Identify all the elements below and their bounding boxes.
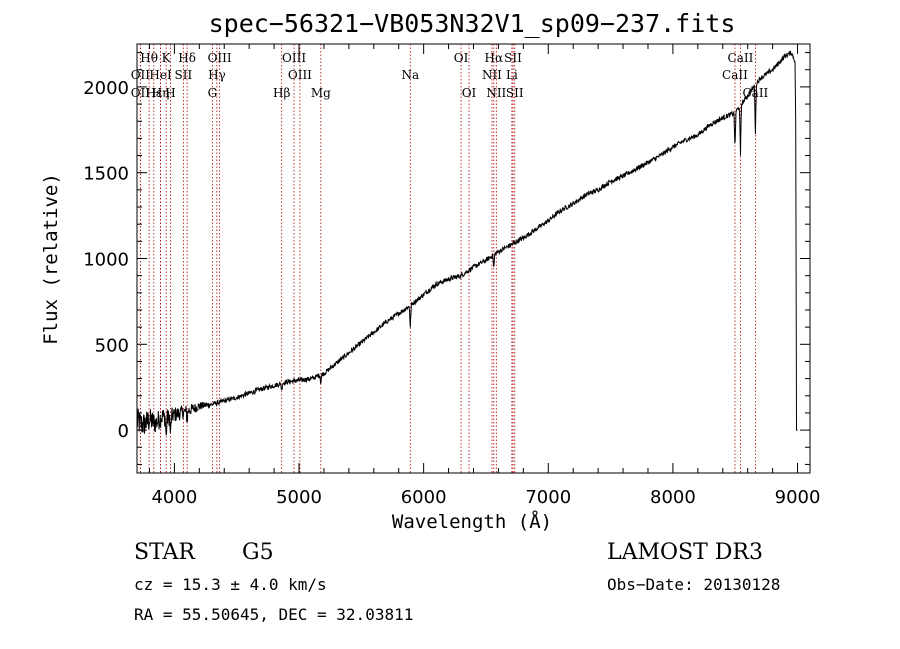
- emission-line-label: Hε: [145, 86, 162, 100]
- emission-line-label: HeI: [149, 68, 172, 82]
- emission-line-label: NII: [482, 68, 502, 82]
- emission-line-label: NII: [486, 86, 506, 100]
- emission-line-label: Li: [506, 68, 518, 82]
- emission-line-label: OII: [131, 86, 151, 100]
- emission-line-label: H: [165, 86, 175, 100]
- y-tick-label: 2000: [83, 78, 129, 99]
- x-tick-label: 4000: [151, 487, 197, 508]
- emission-line-label: Hα: [485, 51, 504, 65]
- emission-line-label: Na: [401, 68, 419, 82]
- y-tick-label: 0: [118, 421, 129, 442]
- y-axis-ticks: 0 500 1000 1500 2000: [83, 52, 810, 465]
- redshift-cz: cz = 15.3 ± 4.0 km/s: [134, 575, 327, 594]
- x-tick-label: 6000: [401, 487, 447, 508]
- survey-name: LAMOST DR3: [607, 540, 763, 565]
- emission-line-label: CaII: [742, 86, 768, 100]
- x-tick-label: 8000: [650, 487, 696, 508]
- spectrum-series-line: [136, 50, 798, 436]
- emission-line-label: Hβ: [273, 86, 290, 100]
- ra-dec: RA = 55.50645, DEC = 32.03811: [134, 605, 413, 624]
- y-axis-label: Flux (relative): [40, 173, 62, 345]
- emission-line-label: CaII: [722, 68, 748, 82]
- emission-line-label: SII: [506, 86, 524, 100]
- x-axis-ticks: 4000 5000 6000 7000 8000 9000: [148, 44, 821, 508]
- emission-line-label: Hγ: [208, 68, 226, 82]
- emission-line-label: OI: [454, 51, 469, 65]
- emission-line-label: OIII: [208, 51, 232, 65]
- obs-date: Obs−Date: 20130128: [607, 575, 780, 594]
- emission-line-label: Hη: [152, 86, 170, 100]
- emission-line-label: Mg: [311, 86, 331, 100]
- emission-line-label: G: [208, 86, 218, 100]
- plot-frame: [136, 43, 811, 474]
- y-tick-label: 1000: [83, 250, 129, 271]
- emission-line-label: OIII: [282, 51, 306, 65]
- object-subclass: G5: [242, 540, 274, 565]
- y-tick-label: 500: [95, 335, 129, 356]
- emission-line-label: CaII: [728, 51, 754, 65]
- x-tick-label: 5000: [276, 487, 322, 508]
- emission-line-label: OIII: [288, 68, 312, 82]
- chart-title: spec−56321−VB053N32V1_sp09−237.fits: [209, 9, 736, 38]
- emission-line-label: OII: [131, 68, 151, 82]
- emission-line-markers: [139, 44, 756, 473]
- emission-line-label: SII: [175, 68, 193, 82]
- x-tick-label: 7000: [525, 487, 571, 508]
- emission-line-label: Hθ: [140, 51, 158, 65]
- emission-line-label: SII: [504, 51, 522, 65]
- x-axis-label: Wavelength (Å): [392, 510, 552, 533]
- x-tick-label: 9000: [775, 487, 821, 508]
- emission-line-label: Hδ: [178, 51, 196, 65]
- object-class: STAR: [134, 540, 196, 565]
- emission-line-label: OI: [462, 86, 477, 100]
- y-tick-label: 1500: [83, 164, 129, 185]
- emission-line-label: K: [162, 51, 172, 65]
